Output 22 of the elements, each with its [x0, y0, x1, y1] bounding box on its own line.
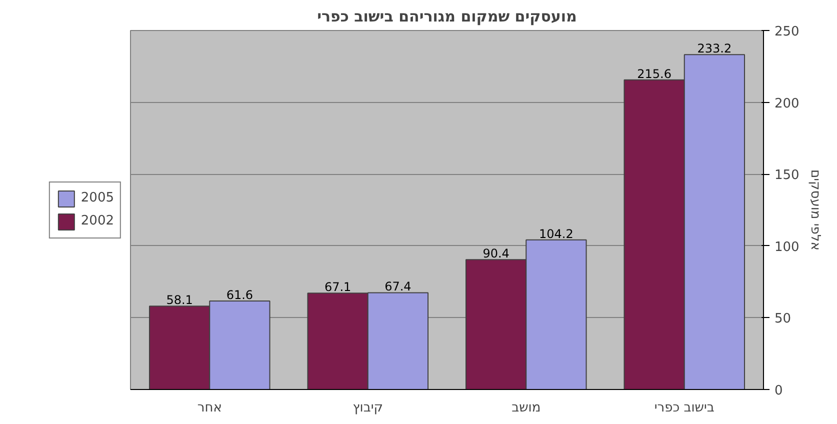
- legend-label: 2005: [80, 190, 114, 206]
- y-tick-label: 50: [774, 312, 792, 327]
- data-label: 90.4: [482, 246, 510, 261]
- x-tick-label: מושב: [512, 400, 541, 416]
- data-label: 67.1: [324, 280, 352, 294]
- chart-title: מועסקים שמקום מגוריהם בישוב כפרי: [317, 8, 577, 26]
- x-tick-label: בישוב כפרי: [654, 400, 714, 416]
- y-tick-label: 250: [774, 24, 800, 40]
- legend-label: 2002: [80, 214, 114, 228]
- data-label: 215.6: [637, 66, 672, 81]
- y-axis-title: אלפי מועסקים: [807, 170, 822, 250]
- data-label: 233.2: [697, 42, 732, 56]
- data-label: 67.4: [384, 280, 412, 294]
- y-tick-label: 150: [774, 168, 800, 184]
- data-label: 61.6: [226, 288, 254, 302]
- data-label: 58.1: [166, 293, 193, 308]
- x-tick-label: אחר: [197, 400, 222, 416]
- y-tick-label: 200: [774, 96, 800, 112]
- y-tick-label: 100: [774, 240, 800, 255]
- data-label: 104.2: [539, 226, 574, 241]
- y-tick-label: 0: [774, 384, 783, 398]
- x-tick-label: קיבוץ: [352, 400, 383, 416]
